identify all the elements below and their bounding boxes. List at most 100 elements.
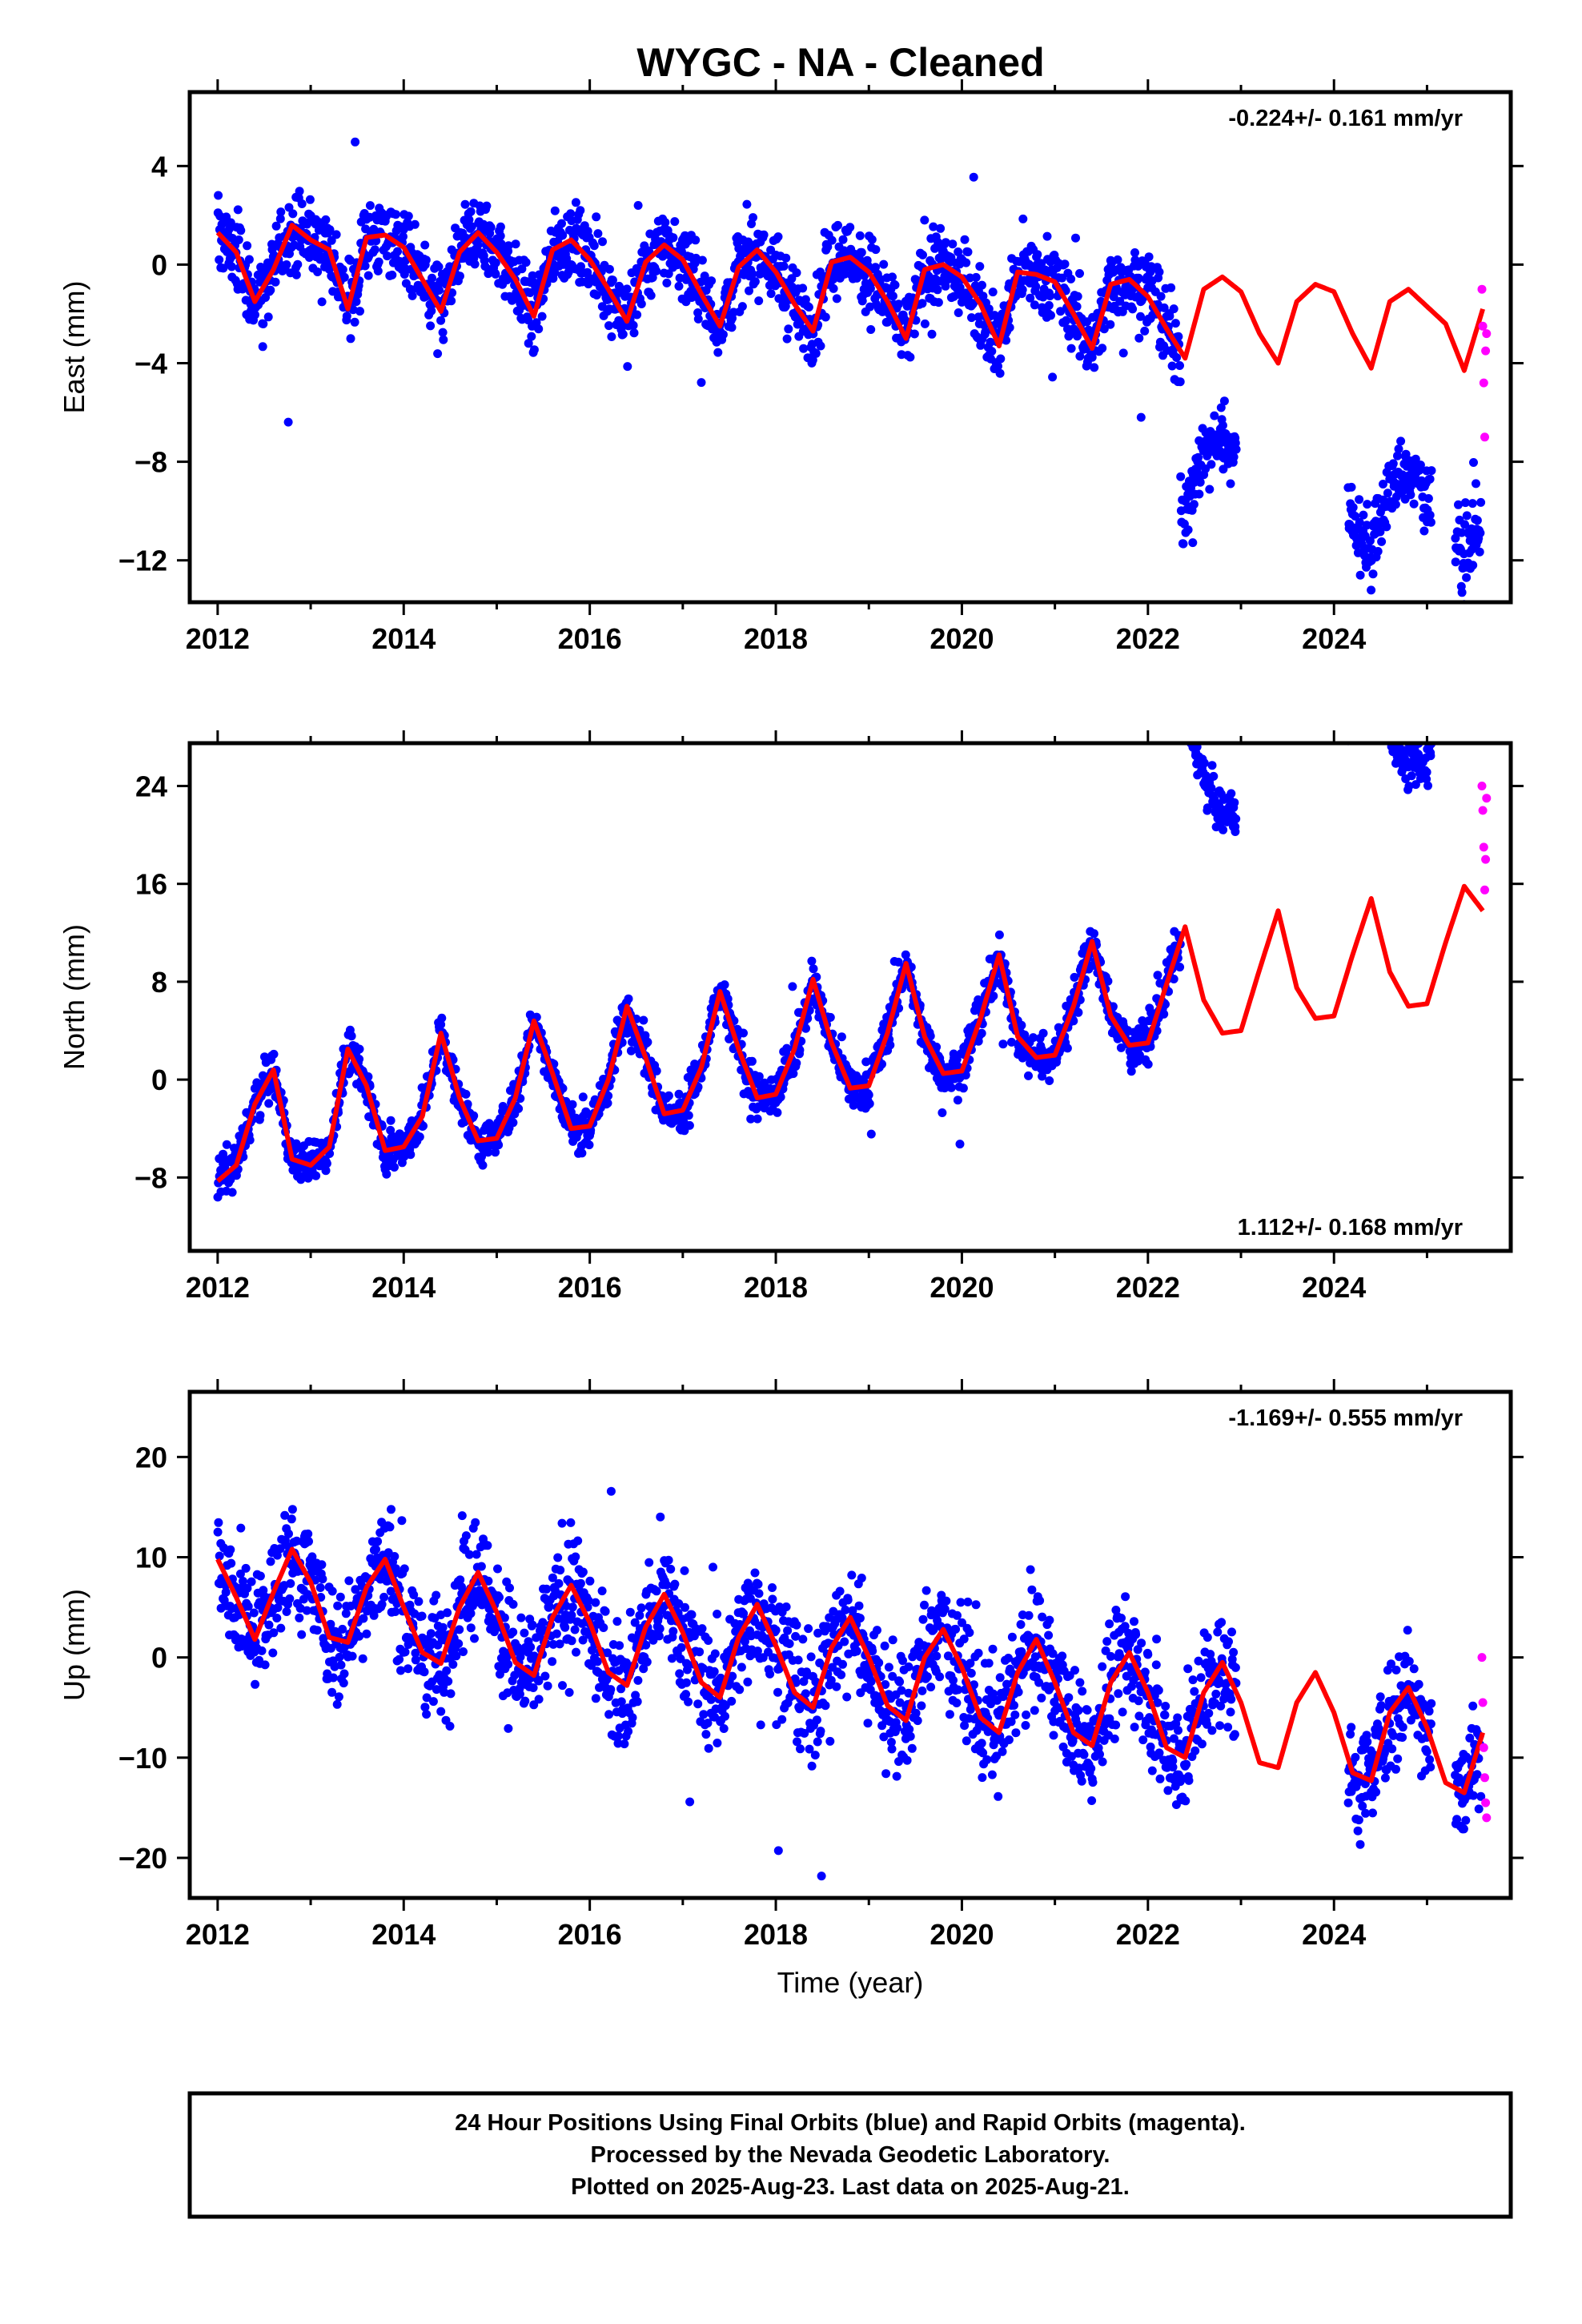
final-orbit-point	[632, 310, 642, 320]
final-orbit-point	[603, 1648, 612, 1658]
final-orbit-point	[1456, 632, 1464, 641]
final-orbit-point	[511, 239, 520, 249]
final-orbit-point	[978, 280, 986, 290]
rapid-orbit-point	[1482, 794, 1492, 803]
final-orbit-point	[929, 222, 938, 231]
final-orbit-point	[1186, 705, 1195, 714]
final-orbit-point	[504, 241, 513, 251]
final-orbit-point	[516, 1613, 526, 1622]
plot-area	[213, 605, 1492, 1202]
final-orbit-point	[371, 1545, 380, 1554]
final-orbit-point	[385, 1522, 395, 1532]
x-tick-label: 2018	[744, 622, 808, 655]
final-orbit-point	[540, 1671, 550, 1681]
y-tick-label: 0	[151, 1063, 167, 1096]
rapid-orbit-points	[1477, 782, 1492, 895]
final-orbit-point	[1373, 547, 1383, 556]
final-orbit-point	[235, 1569, 245, 1578]
final-orbit-point	[1371, 686, 1379, 695]
final-orbit-point	[804, 303, 813, 312]
final-orbit-point	[393, 247, 402, 256]
rapid-orbit-point	[1482, 329, 1492, 339]
final-orbit-point	[746, 1114, 756, 1124]
final-orbit-point	[236, 1523, 246, 1533]
final-orbit-point	[461, 1531, 471, 1541]
final-orbit-point	[495, 1670, 504, 1679]
final-orbit-point	[417, 1611, 427, 1621]
final-orbit-point	[338, 265, 347, 275]
final-orbit-point	[1381, 724, 1390, 733]
final-orbit-point	[1030, 300, 1039, 310]
rapid-orbit-point	[1477, 284, 1487, 294]
final-orbit-point	[727, 323, 737, 332]
final-orbit-point	[584, 1140, 594, 1150]
final-orbit-point	[845, 223, 855, 232]
final-orbit-point	[258, 1071, 267, 1080]
final-orbit-point	[941, 238, 950, 247]
final-orbit-point	[500, 1613, 509, 1622]
final-orbit-point	[313, 267, 323, 276]
plot-area	[213, 137, 1492, 602]
final-orbit-point	[827, 235, 837, 245]
final-orbit-point	[1042, 231, 1052, 241]
final-orbit-point	[395, 1655, 404, 1664]
final-orbit-point	[328, 1673, 338, 1683]
final-orbit-point	[1349, 719, 1358, 728]
final-orbit-point	[1210, 411, 1219, 420]
final-orbit-point	[439, 335, 448, 344]
final-orbit-point	[961, 1071, 970, 1080]
final-orbit-point	[327, 235, 336, 245]
final-orbit-point	[1467, 605, 1476, 613]
final-orbit-point	[346, 334, 355, 344]
final-orbit-point	[597, 1586, 607, 1596]
final-orbit-point	[1075, 352, 1085, 361]
final-orbit-point	[622, 284, 632, 294]
final-orbit-point	[363, 271, 373, 280]
final-orbit-point	[1458, 618, 1467, 627]
final-orbit-point	[1379, 713, 1387, 722]
final-orbit-point	[1359, 682, 1368, 691]
final-orbit-point	[348, 305, 358, 315]
final-orbit-point	[1466, 612, 1475, 621]
final-orbit-point	[362, 1629, 371, 1638]
final-orbit-point	[263, 312, 273, 322]
final-orbit-point	[823, 242, 833, 251]
final-orbit-point	[1351, 686, 1360, 695]
x-tick-label: 2012	[186, 1271, 250, 1304]
final-orbit-point	[408, 291, 417, 300]
final-orbit-point	[476, 1562, 486, 1571]
panels: 2012 2014 2016 2018 2020 2022 2024−12−8−404Eas…	[58, 79, 1524, 1999]
final-orbit-point	[816, 267, 825, 277]
final-orbit-point	[1363, 682, 1371, 690]
final-orbit-point	[905, 352, 915, 362]
final-orbit-point	[411, 1655, 420, 1665]
final-orbit-point	[351, 297, 361, 307]
final-orbit-point	[303, 1529, 313, 1538]
final-orbit-point	[422, 1693, 432, 1703]
final-orbit-point	[792, 268, 801, 278]
final-orbit-point	[1419, 526, 1429, 536]
final-orbit-point	[251, 310, 259, 320]
final-orbit-point	[1355, 517, 1364, 527]
final-orbit-point	[436, 316, 446, 325]
final-orbit-point	[920, 319, 930, 328]
final-orbit-point	[879, 1019, 889, 1029]
final-orbit-point	[604, 264, 614, 274]
final-orbit-point	[576, 1578, 585, 1588]
final-orbit-point	[249, 1608, 259, 1618]
final-orbit-point	[984, 304, 994, 314]
final-orbit-point	[1203, 803, 1212, 813]
final-orbit-point	[437, 1013, 447, 1023]
final-orbit-point	[1472, 617, 1481, 626]
final-orbit-point	[508, 1599, 518, 1609]
final-orbit-point	[1062, 316, 1071, 325]
final-orbit-point	[1461, 613, 1470, 622]
final-orbit-point	[1386, 734, 1395, 742]
final-orbit-point	[1468, 617, 1476, 625]
final-orbit-point	[227, 1188, 237, 1197]
final-orbit-point	[1452, 626, 1461, 635]
final-orbit-point	[807, 956, 817, 966]
final-orbit-point	[1476, 614, 1485, 623]
final-orbit-point	[266, 285, 275, 295]
final-orbit-point	[491, 258, 500, 267]
